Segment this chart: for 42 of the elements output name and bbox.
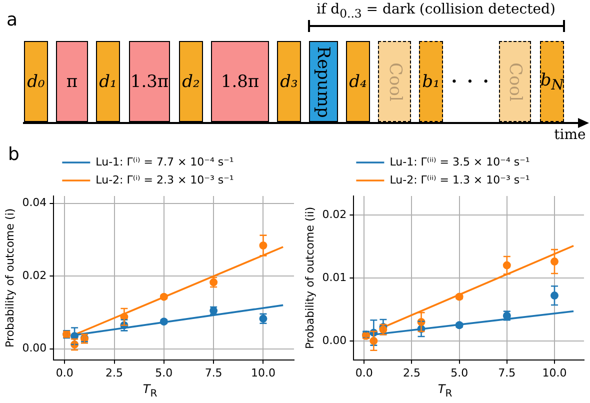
text: 1.8π <box>220 72 260 92</box>
y-tick-label: 0.02 <box>22 268 47 282</box>
x-tick-label: 0.0 <box>355 366 373 380</box>
y-axis-title: Probability of outcome (i) <box>3 208 16 348</box>
x-axis-title: T$_{R}$ <box>142 382 158 400</box>
text: a <box>6 10 18 30</box>
x-tick-label: 5.0 <box>155 366 173 380</box>
text: 1.3π <box>130 72 169 92</box>
y-tick-label: 0.02 <box>322 208 347 221</box>
text: Repump <box>313 46 334 118</box>
x-tick-label: 7.5 <box>204 366 222 380</box>
x-tick-label: 7.5 <box>498 366 516 380</box>
legend-label: Lu-2: Γ⁽ⁱ⁾ = 2.3 × 10⁻³ s⁻¹ <box>96 173 234 186</box>
text: d₁ <box>99 72 117 92</box>
text: π <box>66 72 78 92</box>
text: · · · <box>451 72 491 92</box>
x-axis-title: T$_{R}$ <box>438 382 452 400</box>
x-tick-label: 0.0 <box>56 366 74 380</box>
x-tick-label: 2.5 <box>402 366 420 380</box>
text: Cool <box>505 62 526 102</box>
text: b <box>8 144 20 165</box>
x-tick-label: 10.0 <box>542 366 567 380</box>
y-tick-label: 0.00 <box>22 342 47 355</box>
legend-label: Lu-1: Γ⁽ⁱ⁾ = 7.7 × 10⁻⁴ s⁻¹ <box>96 155 234 168</box>
x-tick-label: 2.5 <box>106 366 124 380</box>
text: b₁ <box>422 72 440 92</box>
text: d₂ <box>182 72 200 92</box>
text: d₀ <box>27 72 45 92</box>
legend-label: Lu-2: Γ⁽ⁱⁱ⁾ = 1.3 × 10⁻³ s⁻¹ <box>390 173 530 186</box>
text: time <box>554 127 586 143</box>
y-tick-label: 0.01 <box>322 270 347 284</box>
legend-label: Lu-1: Γ⁽ⁱⁱ⁾ = 3.5 × 10⁻⁴ s⁻¹ <box>390 155 530 168</box>
text: Cool <box>384 62 404 102</box>
y-axis-title: Probability of outcome (ii) <box>303 206 316 350</box>
text: d₄ <box>349 72 367 92</box>
text: b$_{N}$ <box>540 70 564 94</box>
text: d₃ <box>280 72 298 92</box>
text: if d$_{0..3}$ = dark (collision detected) <box>316 2 556 20</box>
x-tick-label: 10.0 <box>250 366 276 380</box>
y-tick-label: 0.00 <box>322 334 347 347</box>
x-tick-label: 5.0 <box>450 366 468 380</box>
y-tick-label: 0.04 <box>22 196 47 210</box>
